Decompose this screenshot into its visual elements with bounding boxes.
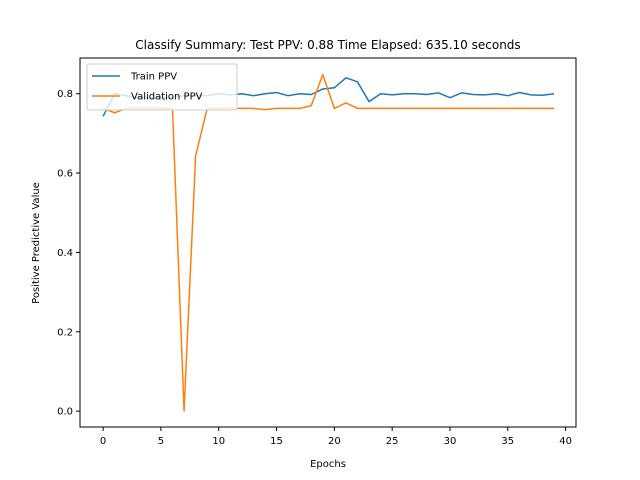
x-tick-label: 25: [386, 436, 399, 447]
legend-box: [86, 63, 238, 111]
y-axis-label: Positive Predictive Value: [31, 182, 42, 304]
series-line-validation-ppv: [102, 73, 555, 412]
legend-label: Validation PPV: [131, 92, 203, 103]
axes-frame: [79, 57, 577, 428]
y-axis: 0.0 0.2 0.4 0.6 0.8: [57, 89, 80, 418]
y-tick-label: 0.8: [57, 89, 73, 100]
y-tick-label: 0.6: [57, 169, 73, 180]
x-tick-label: 20: [328, 436, 341, 447]
chart-title: Classify Summary: Test PPV: 0.88 Time El…: [135, 38, 520, 52]
y-tick-label: 0.4: [57, 248, 73, 259]
x-axis: 0 5 10 15 20 25 30 35 40: [100, 427, 572, 447]
x-tick-label: 35: [501, 436, 514, 447]
x-tick-label: 30: [444, 436, 457, 447]
plot-area: [102, 73, 555, 412]
y-tick-label: 0.0: [57, 407, 73, 418]
legend-label: Train PPV: [130, 72, 177, 83]
x-tick-label: 5: [158, 436, 164, 447]
y-tick-label: 0.2: [57, 327, 73, 338]
x-tick-label: 10: [212, 436, 225, 447]
x-tick-label: 0: [100, 436, 106, 447]
legend: Train PPV Validation PPV: [86, 63, 238, 111]
x-axis-label: Epochs: [310, 459, 346, 470]
x-tick-label: 15: [270, 436, 283, 447]
x-tick-label: 40: [559, 436, 572, 447]
